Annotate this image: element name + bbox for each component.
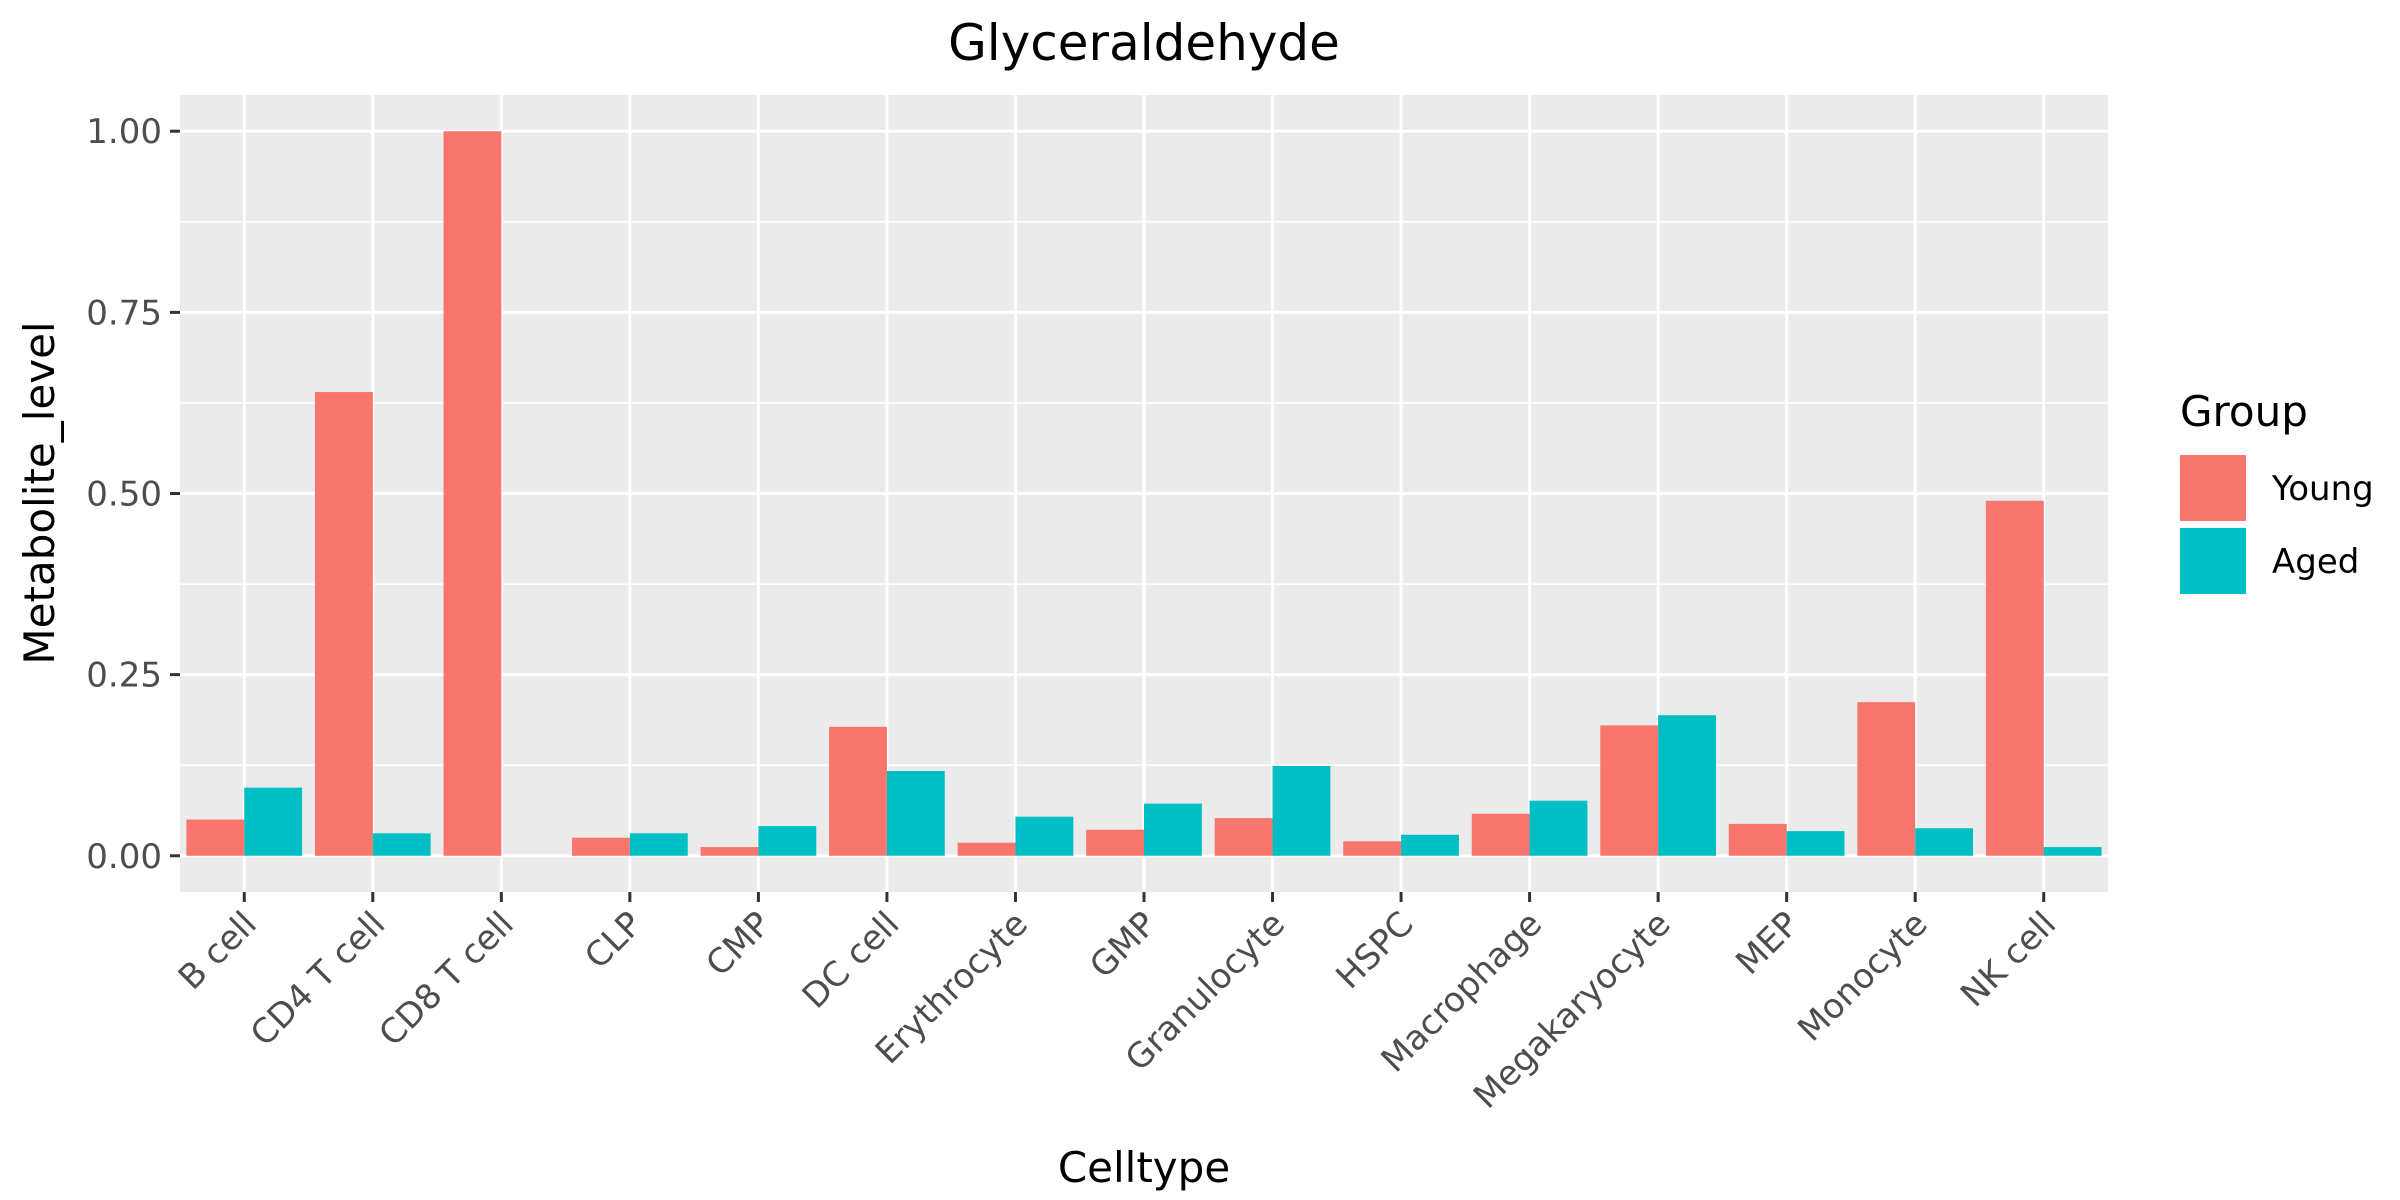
y-axis-title: Metabolite_level [15, 321, 64, 664]
x-tick-label: HSPC [1329, 904, 1422, 997]
bar [1015, 816, 1074, 856]
x-tick-label: DC cell [795, 904, 908, 1017]
bar [629, 833, 688, 856]
bar [1343, 841, 1402, 856]
y-tick-label: 0.00 [86, 837, 162, 877]
bar [1728, 823, 1787, 856]
bar [2043, 847, 2102, 856]
bar [1985, 500, 2044, 856]
bar [314, 392, 373, 856]
legend-key [2180, 528, 2246, 594]
bar [1401, 834, 1459, 856]
legend-items: Young Aged [2180, 455, 2374, 594]
bar [372, 833, 431, 856]
bar [829, 726, 887, 856]
bar [886, 771, 945, 856]
bar [700, 847, 759, 856]
bar [1600, 725, 1659, 856]
legend-label: Aged [2272, 542, 2359, 582]
bar [1272, 765, 1331, 856]
x-tick-label: CMP [698, 904, 778, 984]
x-tick-label: CD4 T cell [243, 904, 393, 1054]
bar [1786, 831, 1845, 856]
bar [1658, 715, 1716, 856]
chart-title: Glyceraldehyde [948, 14, 1340, 72]
bar [443, 131, 502, 856]
x-tick-label: GMP [1082, 904, 1164, 986]
legend-key [2180, 455, 2246, 521]
bar [1471, 813, 1530, 856]
legend-title: Group [2180, 387, 2308, 436]
y-tick-label: 1.00 [86, 112, 162, 152]
x-tick-label: Monocyte [1790, 904, 1935, 1049]
bar [1915, 828, 1974, 856]
bar [1214, 818, 1273, 856]
bars [186, 131, 2102, 856]
bar [186, 819, 245, 856]
y-tick-label: 0.50 [86, 475, 162, 515]
bar [244, 787, 303, 856]
x-tick-label: NK cell [1953, 904, 2064, 1015]
y-axis: 0.00 0.25 0.50 0.75 1.00 [86, 112, 180, 877]
bar [1144, 803, 1202, 856]
x-tick-label: B cell [171, 904, 265, 998]
x-axis-title: Celltype [1058, 1143, 1230, 1192]
bar [1857, 702, 1916, 856]
bar [572, 837, 630, 856]
y-tick-label: 0.75 [86, 293, 162, 333]
x-tick-label: CD8 T cell [371, 904, 521, 1054]
bar [1529, 800, 1588, 856]
y-tick-label: 0.25 [86, 656, 162, 696]
bar [758, 826, 817, 856]
legend-label: Young [2271, 469, 2374, 509]
legend: Group Young Aged [2180, 387, 2374, 594]
x-tick-label: MEP [1728, 904, 1807, 983]
x-tick-label: CLP [577, 904, 650, 977]
bar [1086, 829, 1144, 856]
bar [957, 842, 1016, 856]
